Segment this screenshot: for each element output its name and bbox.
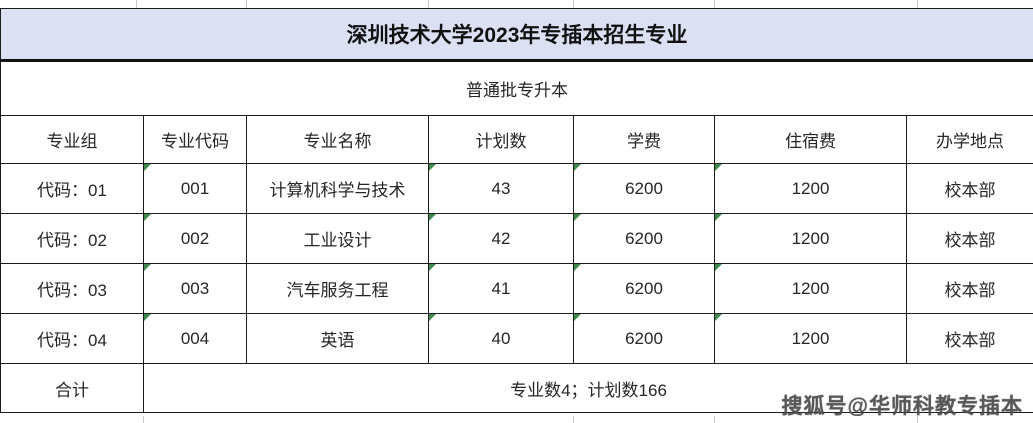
- table-row: 代码：01 001 计算机科学与技术 43 6200 1200 校本部: [0, 163, 1033, 214]
- total-row: 合计 专业数4；计划数166: [0, 363, 1033, 413]
- table-row: 代码：02 002 工业设计 42 6200 1200 校本部: [0, 213, 1033, 264]
- cell-major-code: 002: [143, 213, 247, 264]
- col-header-major-code: 专业代码: [143, 115, 247, 164]
- col-header-campus-location: 办学地点: [905, 115, 1033, 164]
- cell-accommodation-fee: 1200: [714, 163, 907, 214]
- cell-major-group: 代码：01: [0, 163, 144, 214]
- col-header-major-name: 专业名称: [246, 115, 429, 164]
- cell-tuition: 6200: [573, 163, 715, 214]
- table-row: 代码：03 003 汽车服务工程 41 6200 1200 校本部: [0, 263, 1033, 314]
- title-row: 深圳技术大学2023年专插本招生专业: [0, 8, 1033, 62]
- batch-row: 普通批专升本: [0, 60, 1033, 116]
- col-header-tuition: 学费: [573, 115, 715, 164]
- cell-tuition: 6200: [573, 313, 715, 364]
- cell-plan-count: 40: [428, 313, 574, 364]
- cell-plan-count: 42: [428, 213, 574, 264]
- cell-major-name: 汽车服务工程: [246, 263, 429, 314]
- cell-campus-location: 校本部: [905, 163, 1033, 214]
- spreadsheet-remnant-top: [0, 0, 1033, 8]
- cell-major-group: 代码：02: [0, 213, 144, 264]
- cell-campus-location: 校本部: [905, 213, 1033, 264]
- cell-major-code: 004: [143, 313, 247, 364]
- cell-major-name: 工业设计: [246, 213, 429, 264]
- spreadsheet-remnant-bottom: [0, 416, 1033, 423]
- header-row: 专业组 专业代码 专业名称 计划数 学费 住宿费 办学地点: [0, 115, 1033, 164]
- cell-campus-location: 校本部: [905, 263, 1033, 314]
- cell-accommodation-fee: 1200: [714, 313, 907, 364]
- total-summary: 专业数4；计划数166: [142, 363, 1033, 413]
- cell-major-name: 英语: [246, 313, 429, 364]
- cell-major-group: 代码：04: [0, 313, 144, 364]
- page-title: 深圳技术大学2023年专插本招生专业: [0, 8, 1033, 62]
- cell-tuition: 6200: [573, 263, 715, 314]
- cell-major-group: 代码：03: [0, 263, 144, 314]
- cell-accommodation-fee: 1200: [714, 213, 907, 264]
- cell-major-code: 001: [143, 163, 247, 214]
- batch-subtitle: 普通批专升本: [0, 60, 1033, 116]
- cell-tuition: 6200: [573, 213, 715, 264]
- cell-plan-count: 43: [428, 163, 574, 214]
- total-label: 合计: [0, 363, 144, 413]
- col-header-plan-count: 计划数: [428, 115, 574, 164]
- cell-plan-count: 41: [428, 263, 574, 314]
- cell-accommodation-fee: 1200: [714, 263, 907, 314]
- cell-campus-location: 校本部: [905, 313, 1033, 364]
- admissions-table: 深圳技术大学2023年专插本招生专业 普通批专升本 专业组 专业代码 专业名称 …: [0, 8, 1033, 413]
- col-header-major-group: 专业组: [0, 115, 144, 164]
- cell-major-code: 003: [143, 263, 247, 314]
- table-row: 代码：04 004 英语 40 6200 1200 校本部: [0, 313, 1033, 364]
- col-header-accommodation-fee: 住宿费: [714, 115, 907, 164]
- cell-major-name: 计算机科学与技术: [246, 163, 429, 214]
